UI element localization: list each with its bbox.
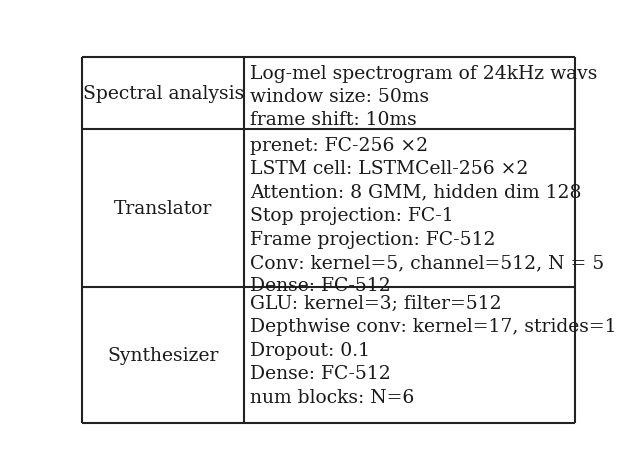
- Text: Spectral analysis: Spectral analysis: [83, 85, 244, 103]
- Text: LSTM cell: LSTMCell-256 ×2: LSTM cell: LSTMCell-256 ×2: [250, 160, 529, 178]
- Text: window size: 50ms: window size: 50ms: [250, 88, 429, 106]
- Text: Synthesizer: Synthesizer: [108, 347, 219, 364]
- Text: Dropout: 0.1: Dropout: 0.1: [250, 341, 370, 359]
- Text: Log-mel spectrogram of 24kHz wavs: Log-mel spectrogram of 24kHz wavs: [250, 64, 597, 82]
- Text: Frame projection: FC-512: Frame projection: FC-512: [250, 230, 495, 248]
- Text: Depthwise conv: kernel=17, strides=1: Depthwise conv: kernel=17, strides=1: [250, 318, 616, 336]
- Text: Attention: 8 GMM, hidden dim 128: Attention: 8 GMM, hidden dim 128: [250, 183, 582, 201]
- Text: Stop projection: FC-1: Stop projection: FC-1: [250, 207, 454, 225]
- Text: Dense: FC-512: Dense: FC-512: [250, 365, 391, 382]
- Text: Conv: kernel=5, channel=512, N = 5: Conv: kernel=5, channel=512, N = 5: [250, 253, 604, 271]
- Text: GLU: kernel=3; filter=512: GLU: kernel=3; filter=512: [250, 295, 502, 312]
- Text: num blocks: N=6: num blocks: N=6: [250, 388, 414, 406]
- Text: prenet: FC-256 ×2: prenet: FC-256 ×2: [250, 137, 428, 155]
- Text: frame shift: 10ms: frame shift: 10ms: [250, 111, 417, 129]
- Text: Dense: FC-512: Dense: FC-512: [250, 277, 391, 295]
- Text: Translator: Translator: [114, 200, 212, 218]
